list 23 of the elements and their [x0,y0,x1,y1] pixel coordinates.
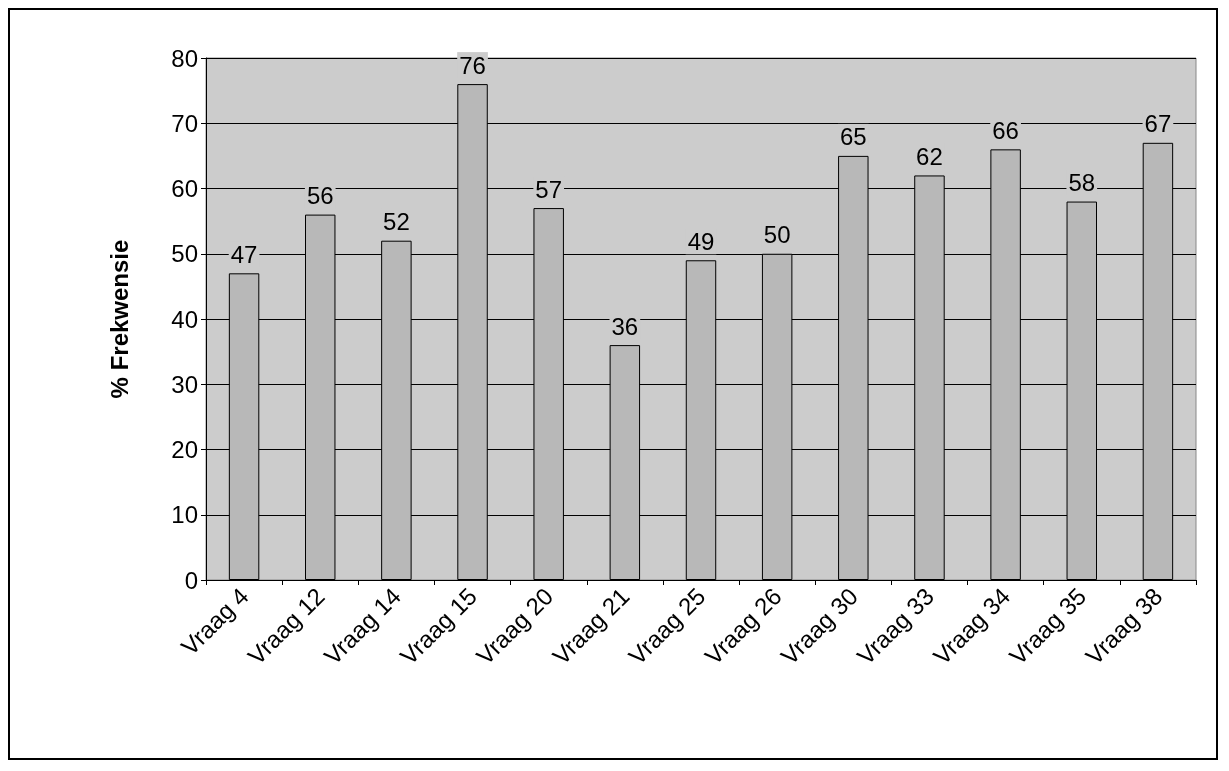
data-label: 65 [839,123,867,151]
y-tick-label: 50 [171,240,198,268]
y-tick-label: 70 [171,109,198,137]
data-label: 36 [611,312,639,340]
y-axis-title: % Frekwensie [105,239,133,399]
data-label: 58 [1068,169,1096,197]
y-tick-label: 20 [171,436,198,463]
y-tick-label: 40 [171,305,198,333]
y-tick-label: 60 [171,175,198,202]
data-label: 50 [763,221,791,249]
y-tick-label: 30 [171,370,198,398]
data-label: 67 [1144,110,1172,138]
data-label: 57 [535,175,563,203]
data-label: 76 [459,51,486,79]
data-label: 62 [916,142,943,170]
data-label: 47 [230,240,258,268]
y-tick-label: 10 [171,501,198,529]
y-tick-label: 80 [171,44,198,72]
data-label: 49 [687,227,715,255]
data-label: 66 [992,116,1019,144]
y-tick-label: 0 [184,566,198,594]
data-label: 52 [383,208,410,236]
data-label: 56 [306,182,334,210]
